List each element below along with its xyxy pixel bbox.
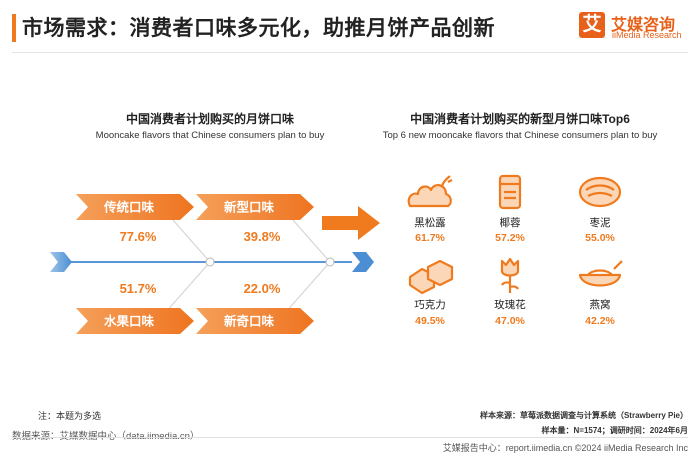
flavor-pct-birds-nest: 42.2% bbox=[585, 315, 615, 327]
fishbone-head bbox=[352, 252, 374, 272]
value-label-new: 39.8% bbox=[244, 229, 281, 244]
footer-copyright: 艾媒报告中心：report.iimedia.cn ©2024 iiMedia R… bbox=[442, 443, 688, 453]
category-label-new: 新型口味 bbox=[224, 200, 275, 215]
category-label-traditional: 传统口味 bbox=[103, 200, 155, 215]
banner-new bbox=[196, 194, 314, 220]
flavor-pct-coconut: 57.2% bbox=[495, 232, 525, 244]
rose-icon bbox=[500, 257, 520, 293]
banner-fruit bbox=[76, 308, 194, 334]
sample-size: 样本量：N=1574；调研时间：2024年6月 bbox=[541, 426, 689, 435]
flavor-name-truffle: 黑松露 bbox=[414, 217, 446, 229]
fishbone-tail bbox=[50, 252, 72, 272]
value-label-traditional: 77.6% bbox=[120, 229, 157, 244]
flavor-pct-date-paste: 55.0% bbox=[585, 232, 615, 244]
value-label-fruit: 51.7% bbox=[120, 281, 157, 296]
value-label-novel: 22.0% bbox=[244, 281, 281, 296]
flavor-name-coconut: 椰蓉 bbox=[499, 217, 521, 229]
coconut-icon bbox=[498, 174, 522, 210]
flavor-name-date-paste: 枣泥 bbox=[589, 217, 611, 229]
flavor-name-birds-nest: 燕窝 bbox=[589, 299, 611, 311]
footnote: 注：本题为多选 bbox=[38, 411, 102, 421]
header-divider bbox=[12, 52, 688, 53]
flavor-name-chocolate: 巧克力 bbox=[414, 299, 446, 311]
brand-name-cn: 艾媒咨询 bbox=[611, 17, 676, 34]
flavor-name-rose: 玫瑰花 bbox=[494, 299, 526, 311]
arrow-right-icon bbox=[322, 206, 380, 240]
flavor-pct-rose: 47.0% bbox=[495, 315, 525, 327]
brand-logo-icon: 艾 bbox=[579, 12, 605, 38]
footer-divider bbox=[12, 437, 688, 438]
brand-name-en: iiMedia Research bbox=[612, 30, 682, 40]
category-label-fruit: 水果口味 bbox=[104, 314, 155, 329]
right-chart-subtitle: Top 6 new mooncake flavors that Chinese … bbox=[382, 130, 658, 141]
sample-source: 样本来源：草莓派数据调查与计算系统（Strawberry Pie） bbox=[479, 411, 688, 420]
left-chart-subtitle: Mooncake flavors that Chinese consumers … bbox=[95, 130, 325, 141]
banner-novel bbox=[196, 308, 314, 334]
chocolate-icon bbox=[408, 259, 454, 295]
page-title: 市场需求：消费者口味多元化，助推月饼产品创新 bbox=[22, 17, 495, 40]
joint-1 bbox=[205, 257, 215, 267]
left-chart-title: 中国消费者计划购买的月饼口味 bbox=[125, 112, 294, 126]
flavor-pct-chocolate: 49.5% bbox=[415, 315, 445, 327]
title-accent-bar bbox=[12, 14, 16, 42]
joint-2 bbox=[325, 257, 335, 267]
fishbone-chart: 传统口味 新型口味 水果口味 新奇口味 77.6% 39.8% 51.7% 22… bbox=[50, 193, 374, 334]
truffle-icon bbox=[407, 175, 453, 208]
banner-traditional bbox=[76, 194, 194, 220]
data-source: 数据来源：艾媒数据中心（data.iimedia.cn） bbox=[12, 428, 199, 442]
right-chart-title: 中国消费者计划购买的新型月饼口味Top6 bbox=[410, 112, 630, 126]
birds-nest-icon bbox=[578, 260, 623, 287]
flavor-pct-truffle: 61.7% bbox=[415, 232, 445, 244]
date-paste-icon bbox=[578, 176, 622, 208]
category-label-novel: 新奇口味 bbox=[224, 314, 275, 329]
